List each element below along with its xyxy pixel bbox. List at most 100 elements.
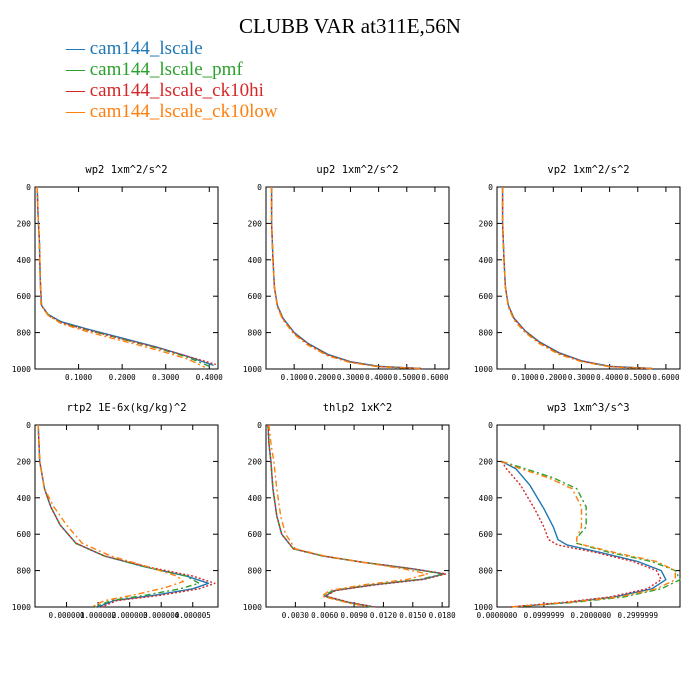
legend-item: — cam144_lscale_ck10low bbox=[66, 101, 278, 122]
legend-swatch: — bbox=[66, 101, 90, 122]
x-tick-label: 0.6000 bbox=[652, 373, 680, 382]
x-tick-label: 0.000001 bbox=[48, 611, 84, 620]
plot-title: wp2 1xm^2/s^2 bbox=[85, 164, 167, 176]
x-tick-label: 0.2000 bbox=[309, 373, 337, 382]
y-tick-label: 0 bbox=[26, 183, 31, 192]
y-tick-label: 400 bbox=[479, 256, 494, 265]
x-tick-label: 0.2000000 bbox=[571, 611, 612, 620]
series-line bbox=[501, 187, 652, 370]
x-tick-label: 0.5000 bbox=[393, 373, 421, 382]
x-tick-label: 0.1000 bbox=[281, 373, 309, 382]
legend-swatch: — bbox=[66, 38, 90, 59]
y-tick-label: 800 bbox=[17, 329, 32, 338]
y-tick-label: 400 bbox=[17, 256, 32, 265]
x-tick-label: 0.4000 bbox=[365, 373, 393, 382]
x-tick-label: 0.1000 bbox=[65, 373, 93, 382]
x-tick-label: 0.0030 bbox=[282, 611, 310, 620]
plot-panel: wp2 1xm^2/s^2 0 200 400 600 800 1000 0.1000 0.20… bbox=[12, 164, 224, 382]
y-tick-label: 800 bbox=[479, 567, 494, 576]
plot-panel: rtp2 1E-6x(kg/kg)^2 0 200 400 600 800 1000 0.00… bbox=[12, 402, 219, 620]
y-tick-label: 1000 bbox=[12, 365, 31, 374]
plot-title: rtp2 1E-6x(kg/kg)^2 bbox=[66, 402, 186, 414]
y-tick-label: 600 bbox=[17, 292, 32, 301]
series-line bbox=[270, 187, 421, 370]
series-line bbox=[270, 187, 421, 370]
legend-label: cam144_lscale bbox=[89, 38, 203, 59]
plot-frame bbox=[496, 186, 681, 370]
series-line bbox=[501, 187, 652, 370]
legend-item: — cam144_lscale_ck10hi bbox=[66, 80, 278, 101]
series-line bbox=[37, 424, 200, 608]
legend-swatch: — bbox=[66, 80, 90, 101]
x-tick-label: 0.0000000 bbox=[477, 611, 518, 620]
x-tick-label: 0.0060 bbox=[311, 611, 339, 620]
plot-frame bbox=[34, 424, 219, 608]
y-tick-label: 600 bbox=[248, 530, 263, 539]
x-tick-label: 0.2000 bbox=[109, 373, 137, 382]
series-line bbox=[270, 187, 421, 370]
y-tick-label: 400 bbox=[248, 256, 263, 265]
legend-item: — cam144_lscale_pmf bbox=[66, 59, 278, 80]
y-tick-label: 600 bbox=[248, 292, 263, 301]
y-tick-label: 0 bbox=[257, 183, 262, 192]
y-tick-label: 1000 bbox=[474, 603, 493, 612]
y-tick-label: 1000 bbox=[243, 365, 262, 374]
legend: — cam144_lscale — cam144_lscale_pmf — ca… bbox=[66, 38, 278, 122]
series-line bbox=[36, 186, 216, 366]
y-tick-label: 200 bbox=[248, 219, 263, 228]
x-tick-label: 0.0180 bbox=[429, 611, 457, 620]
y-tick-label: 600 bbox=[479, 530, 494, 539]
legend-label: cam144_lscale_ck10hi bbox=[89, 80, 264, 101]
plot-panel: vp2 1xm^2/s^2 0 200 400 600 800 1000 0.1000 0.20… bbox=[474, 164, 681, 382]
series-line bbox=[37, 424, 210, 608]
x-tick-label: 0.0090 bbox=[341, 611, 369, 620]
y-tick-label: 0 bbox=[257, 421, 262, 430]
legend-item: — cam144_lscale bbox=[66, 38, 278, 59]
series-line bbox=[501, 187, 652, 370]
plot-title: wp3 1xm^3/s^3 bbox=[547, 402, 629, 414]
x-tick-label: 0.000003 bbox=[112, 611, 148, 620]
x-tick-label: 0.0999999 bbox=[524, 611, 565, 620]
x-tick-label: 0.000004 bbox=[143, 611, 180, 620]
legend-swatch: — bbox=[66, 59, 90, 80]
y-tick-label: 800 bbox=[248, 567, 263, 576]
legend-label: cam144_lscale_ck10low bbox=[89, 101, 278, 122]
x-tick-label: 0.1000 bbox=[512, 373, 540, 382]
series-line bbox=[36, 186, 214, 367]
series-line bbox=[37, 424, 184, 608]
y-tick-label: 600 bbox=[17, 530, 32, 539]
y-tick-label: 800 bbox=[479, 329, 494, 338]
series-line bbox=[268, 424, 429, 608]
y-tick-label: 200 bbox=[248, 457, 263, 466]
x-tick-label: 0.2000 bbox=[540, 373, 568, 382]
plot-title: vp2 1xm^2/s^2 bbox=[547, 164, 629, 176]
x-tick-label: 0.000002 bbox=[80, 611, 116, 620]
y-tick-label: 400 bbox=[17, 494, 32, 503]
y-tick-label: 0 bbox=[488, 183, 493, 192]
series-line bbox=[501, 460, 676, 608]
y-tick-label: 400 bbox=[248, 494, 263, 503]
series-line bbox=[501, 460, 681, 608]
x-tick-label: 0.3000 bbox=[568, 373, 596, 382]
x-tick-label: 0.4000 bbox=[596, 373, 624, 382]
y-tick-label: 200 bbox=[17, 219, 32, 228]
legend-label: cam144_lscale_pmf bbox=[89, 59, 243, 80]
plot-frame bbox=[34, 186, 219, 370]
x-tick-label: 0.0150 bbox=[399, 611, 427, 620]
series-line bbox=[37, 424, 216, 608]
y-tick-label: 1000 bbox=[12, 603, 31, 612]
x-tick-label: 0.000005 bbox=[175, 611, 211, 620]
series-line bbox=[36, 186, 206, 368]
x-tick-label: 0.5000 bbox=[624, 373, 652, 382]
plot-panel: thlp2 1xK^2 0 200 400 600 800 1000 0.0030 0.0060… bbox=[243, 402, 456, 620]
plot-panel: up2 1xm^2/s^2 0 200 400 600 800 1000 0.1000 0.20… bbox=[243, 164, 450, 382]
y-tick-label: 600 bbox=[479, 292, 494, 301]
plot-title: thlp2 1xK^2 bbox=[323, 402, 393, 414]
x-tick-label: 0.0120 bbox=[370, 611, 398, 620]
plot-title: up2 1xm^2/s^2 bbox=[316, 164, 398, 176]
y-tick-label: 200 bbox=[479, 219, 494, 228]
figure-title: CLUBB VAR at311E,56N bbox=[239, 14, 461, 38]
